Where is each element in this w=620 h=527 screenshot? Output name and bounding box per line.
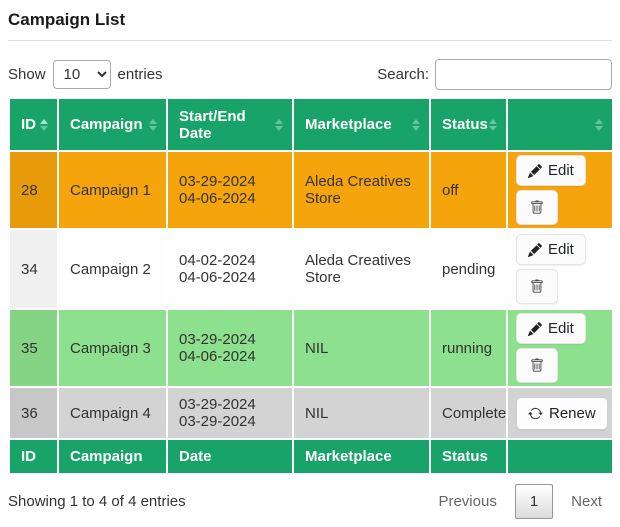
cell-actions: Edit [506, 150, 614, 230]
previous-page-button[interactable]: Previous [438, 493, 497, 510]
pencil-icon [528, 163, 542, 178]
sort-arrows-icon [275, 118, 283, 131]
table-row: 35 Campaign 3 03-29-2024 04-06-2024 NIL … [8, 308, 614, 388]
cell-status: running [429, 308, 508, 388]
current-page-button[interactable]: 1 [514, 484, 554, 519]
show-label: Show [8, 66, 46, 83]
table-footer: ID Campaign Date Marketplace Status [8, 438, 614, 475]
cell-campaign: Campaign 4 [57, 386, 168, 440]
edit-button[interactable]: Edit [516, 234, 586, 265]
cell-marketplace: Aleda Creatives Store [292, 228, 431, 310]
next-page-button[interactable]: Next [571, 493, 602, 510]
sort-arrows-icon [595, 118, 603, 131]
delete-button[interactable] [516, 348, 558, 383]
footer-marketplace: Marketplace [292, 438, 431, 475]
footer-campaign: Campaign [57, 438, 168, 475]
campaign-table: ID Campaign Start/End Date Marketplace S… [8, 97, 614, 475]
cell-status: Complete [429, 386, 508, 440]
cell-date: 04-02-2024 04-06-2024 [166, 228, 294, 310]
cell-id: 34 [8, 228, 59, 310]
sort-arrows-icon [412, 118, 420, 131]
cell-date: 03-29-2024 04-06-2024 [166, 150, 294, 230]
cell-date: 03-29-2024 03-29-2024 [166, 386, 294, 440]
footer-status: Status [429, 438, 508, 475]
cell-id: 28 [8, 150, 59, 230]
cell-marketplace: Aleda Creatives Store [292, 150, 431, 230]
sort-arrows-icon [489, 118, 497, 131]
cell-marketplace: NIL [292, 308, 431, 388]
footer-actions [506, 438, 614, 475]
table-body: 28 Campaign 1 03-29-2024 04-06-2024 Aled… [8, 150, 614, 440]
header-status[interactable]: Status [429, 97, 508, 152]
entries-label: entries [117, 66, 163, 83]
cell-id: 36 [8, 386, 59, 440]
footer-id: ID [8, 438, 59, 475]
cell-date: 03-29-2024 04-06-2024 [166, 308, 294, 388]
pagination: Previous 1 Next [428, 484, 612, 519]
refresh-icon [528, 406, 543, 421]
renew-button[interactable]: Renew [516, 396, 608, 430]
table-header: ID Campaign Start/End Date Marketplace S… [8, 97, 614, 152]
header-campaign[interactable]: Campaign [57, 97, 168, 152]
table-row: 36 Campaign 4 03-29-2024 03-29-2024 NIL … [8, 386, 614, 440]
header-id[interactable]: ID [8, 97, 59, 152]
search-input[interactable] [435, 59, 612, 90]
footer-row: ID Campaign Date Marketplace Status [8, 438, 614, 475]
table-footer-bar: Showing 1 to 4 of 4 entries Previous 1 N… [8, 484, 612, 519]
table-row: 28 Campaign 1 03-29-2024 04-06-2024 Aled… [8, 150, 614, 230]
search-label: Search: [377, 66, 429, 83]
table-row: 34 Campaign 2 04-02-2024 04-06-2024 Aled… [8, 228, 614, 310]
cell-status: pending [429, 228, 508, 310]
delete-button[interactable] [516, 269, 558, 304]
footer-date: Date [166, 438, 294, 475]
cell-marketplace: NIL [292, 386, 431, 440]
page-title: Campaign List [8, 10, 126, 29]
length-control: Show 10 entries [8, 60, 163, 89]
cell-campaign: Campaign 3 [57, 308, 168, 388]
cell-actions: Edit [506, 228, 614, 310]
cell-status: off [429, 150, 508, 230]
header-row: ID Campaign Start/End Date Marketplace S… [8, 97, 614, 152]
cell-actions: Edit [506, 308, 614, 388]
header-start-end-date[interactable]: Start/End Date [166, 97, 294, 152]
cell-id: 35 [8, 308, 59, 388]
cell-campaign: Campaign 2 [57, 228, 168, 310]
edit-button[interactable]: Edit [516, 313, 586, 344]
header-marketplace[interactable]: Marketplace [292, 97, 431, 152]
edit-button[interactable]: Edit [516, 155, 586, 186]
sort-arrows-icon [149, 118, 157, 131]
table-controls: Show 10 entries Search: [8, 59, 612, 90]
trash-icon [530, 358, 544, 373]
search-control: Search: [377, 59, 612, 90]
entries-summary: Showing 1 to 4 of 4 entries [8, 493, 186, 510]
divider [8, 40, 612, 41]
delete-button[interactable] [516, 190, 558, 225]
pencil-icon [528, 242, 542, 257]
pencil-icon [528, 321, 542, 336]
cell-actions: Renew [506, 386, 614, 440]
trash-icon [530, 279, 544, 294]
sort-arrows-icon [40, 118, 48, 131]
trash-icon [530, 200, 544, 215]
cell-campaign: Campaign 1 [57, 150, 168, 230]
header-actions[interactable] [506, 97, 614, 152]
entries-select[interactable]: 10 [52, 60, 111, 89]
